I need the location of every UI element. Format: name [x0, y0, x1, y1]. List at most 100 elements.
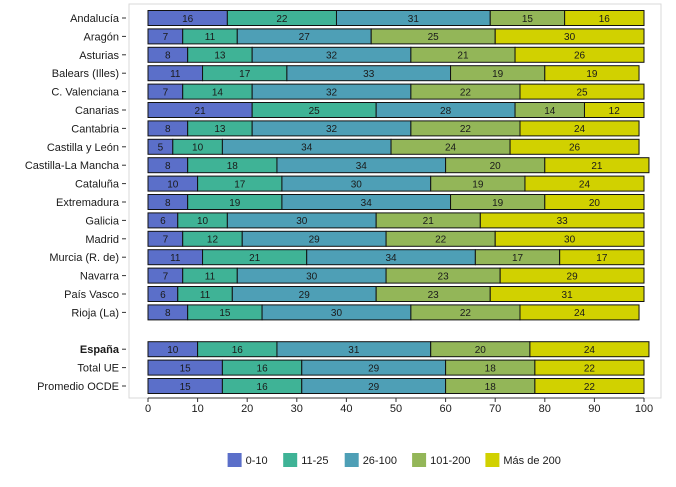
data-label-navarra-0-10: 7 [163, 271, 169, 282]
data-label-pais-vasco-11-25: 11 [200, 290, 211, 301]
data-label-cantabria-0-10: 8 [165, 124, 171, 135]
data-label-galicia-0-10: 6 [160, 216, 166, 227]
category-label-aragon: Aragón [84, 31, 119, 43]
data-label-castilla-y-leon-mas-de-200: 26 [569, 143, 581, 154]
category-label-c-valenciana: C. Valenciana [51, 87, 120, 99]
data-label-madrid-11-25: 12 [207, 235, 219, 246]
data-label-promedio-ocde-101-200: 18 [485, 382, 497, 393]
category-label-castilla-y-leon: Castilla y León [47, 142, 119, 154]
data-label-c-valenciana-mas-de-200: 25 [576, 87, 588, 98]
data-label-total-ue-mas-de-200: 22 [584, 363, 596, 374]
category-label-asturias: Asturias [79, 50, 119, 62]
data-label-asturias-101-200: 21 [457, 51, 469, 62]
data-label-aragon-26-100: 27 [299, 32, 311, 43]
x-tick-label-50: 50 [390, 403, 402, 415]
data-label-canarias-0-10: 21 [195, 106, 207, 117]
category-label-murcia-r-de: Murcia (R. de) [49, 252, 119, 264]
data-label-balears-illes-101-200: 19 [492, 69, 504, 80]
data-label-c-valenciana-0-10: 7 [163, 87, 169, 98]
data-label-extremadura-0-10: 8 [165, 198, 171, 209]
data-label-rioja-la-mas-de-200: 24 [574, 308, 586, 319]
data-label-c-valenciana-26-100: 32 [326, 87, 338, 98]
legend: 0-10 11-25 26-100 101-200 Más de 200 [227, 453, 561, 467]
data-label-navarra-mas-de-200: 29 [567, 271, 579, 282]
data-label-andalucia-26-100: 31 [408, 14, 420, 25]
data-label-galicia-101-200: 21 [423, 216, 435, 227]
x-tick-label-70: 70 [489, 403, 501, 415]
category-labels: Andalucía Aragón Asturias Balears (Illes) C.… [25, 13, 126, 393]
data-label-rioja-la-11-25: 15 [219, 308, 231, 319]
data-label-castilla-la-mancha-11-25: 18 [227, 161, 239, 172]
category-label-cataluna: Cataluña [75, 179, 120, 191]
bar-segment-balears-illes-mas-de-200 [544, 65, 640, 82]
data-label-rioja-la-0-10: 8 [165, 308, 171, 319]
data-label-espana-26-100: 31 [348, 345, 360, 356]
bar-segment-cantabria-mas-de-200 [519, 120, 640, 137]
data-label-andalucia-0-10: 16 [182, 14, 194, 25]
data-label-canarias-11-25: 25 [309, 106, 321, 117]
data-label-asturias-mas-de-200: 26 [574, 51, 586, 62]
data-label-asturias-11-25: 13 [214, 51, 226, 62]
data-label-castilla-la-mancha-101-200: 20 [490, 161, 502, 172]
data-label-cantabria-26-100: 32 [326, 124, 338, 135]
legend-item-0-10: 0-10 [227, 453, 268, 467]
bar-segment-total-ue-mas-de-200 [534, 359, 645, 376]
legend-label-26-100: 26-100 [363, 455, 397, 467]
x-tick-label-80: 80 [539, 403, 551, 415]
data-label-canarias-101-200: 14 [544, 106, 556, 117]
data-label-espana-0-10: 10 [167, 345, 179, 356]
data-label-total-ue-11-25: 16 [257, 363, 269, 374]
x-tick-label-90: 90 [588, 403, 600, 415]
data-label-pais-vasco-0-10: 6 [160, 290, 166, 301]
category-label-madrid: Madrid [85, 234, 119, 246]
data-label-aragon-101-200: 25 [428, 32, 440, 43]
category-label-extremadura: Extremadura [56, 197, 120, 209]
data-label-extremadura-11-25: 19 [229, 198, 241, 209]
bar-segment-madrid-mas-de-200 [494, 230, 645, 247]
data-label-murcia-r-de-mas-de-200: 17 [596, 253, 608, 264]
bar-segment-espana-mas-de-200 [529, 341, 650, 358]
data-label-extremadura-101-200: 19 [492, 198, 504, 209]
data-label-promedio-ocde-11-25: 16 [257, 382, 269, 393]
data-label-navarra-101-200: 23 [438, 271, 450, 282]
data-label-balears-illes-0-10: 11 [170, 69, 181, 80]
bar-segment-navarra-mas-de-200 [499, 267, 645, 284]
data-label-total-ue-0-10: 15 [180, 363, 192, 374]
x-tick-label-40: 40 [340, 403, 352, 415]
data-label-pais-vasco-26-100: 29 [299, 290, 311, 301]
data-label-espana-101-200: 20 [475, 345, 487, 356]
data-label-pais-vasco-mas-de-200: 31 [562, 290, 574, 301]
category-label-cantabria: Cantabria [71, 123, 120, 135]
category-label-navarra: Navarra [80, 271, 120, 283]
bar-segment-aragon-mas-de-200 [494, 28, 645, 45]
legend-item-11-25: 11-25 [283, 453, 329, 467]
data-label-asturias-26-100: 32 [326, 51, 338, 62]
data-label-extremadura-mas-de-200: 20 [589, 198, 601, 209]
legend-item-101-200: 101-200 [412, 453, 470, 467]
data-label-cataluna-101-200: 19 [472, 179, 484, 190]
legend-label-0-10: 0-10 [246, 455, 268, 467]
data-label-cataluna-11-25: 17 [234, 179, 246, 190]
data-label-cataluna-0-10: 10 [167, 179, 179, 190]
data-label-espana-11-25: 16 [232, 345, 244, 356]
data-label-madrid-mas-de-200: 30 [564, 235, 576, 246]
data-label-extremadura-26-100: 34 [361, 198, 373, 209]
data-label-c-valenciana-11-25: 14 [212, 87, 224, 98]
data-label-castilla-y-leon-26-100: 34 [301, 143, 313, 154]
data-label-asturias-0-10: 8 [165, 51, 171, 62]
data-label-castilla-y-leon-101-200: 24 [445, 143, 457, 154]
data-label-galicia-mas-de-200: 33 [557, 216, 569, 227]
legend-swatch-mas-de-200 [485, 453, 500, 467]
legend-label-101-200: 101-200 [430, 455, 470, 467]
legend-swatch-11-25 [283, 453, 298, 467]
x-tick-label-100: 100 [635, 403, 653, 415]
bar-segment-canarias-mas-de-200 [583, 102, 645, 118]
data-label-murcia-r-de-11-25: 21 [249, 253, 261, 264]
bar-segment-cataluna-mas-de-200 [524, 175, 645, 192]
bar-segment-c-valenciana-mas-de-200 [519, 83, 645, 100]
bar-segment-andalucia-mas-de-200 [564, 10, 645, 26]
data-label-cantabria-101-200: 22 [460, 124, 472, 135]
category-label-balears-illes: Balears (Illes) [52, 68, 119, 80]
